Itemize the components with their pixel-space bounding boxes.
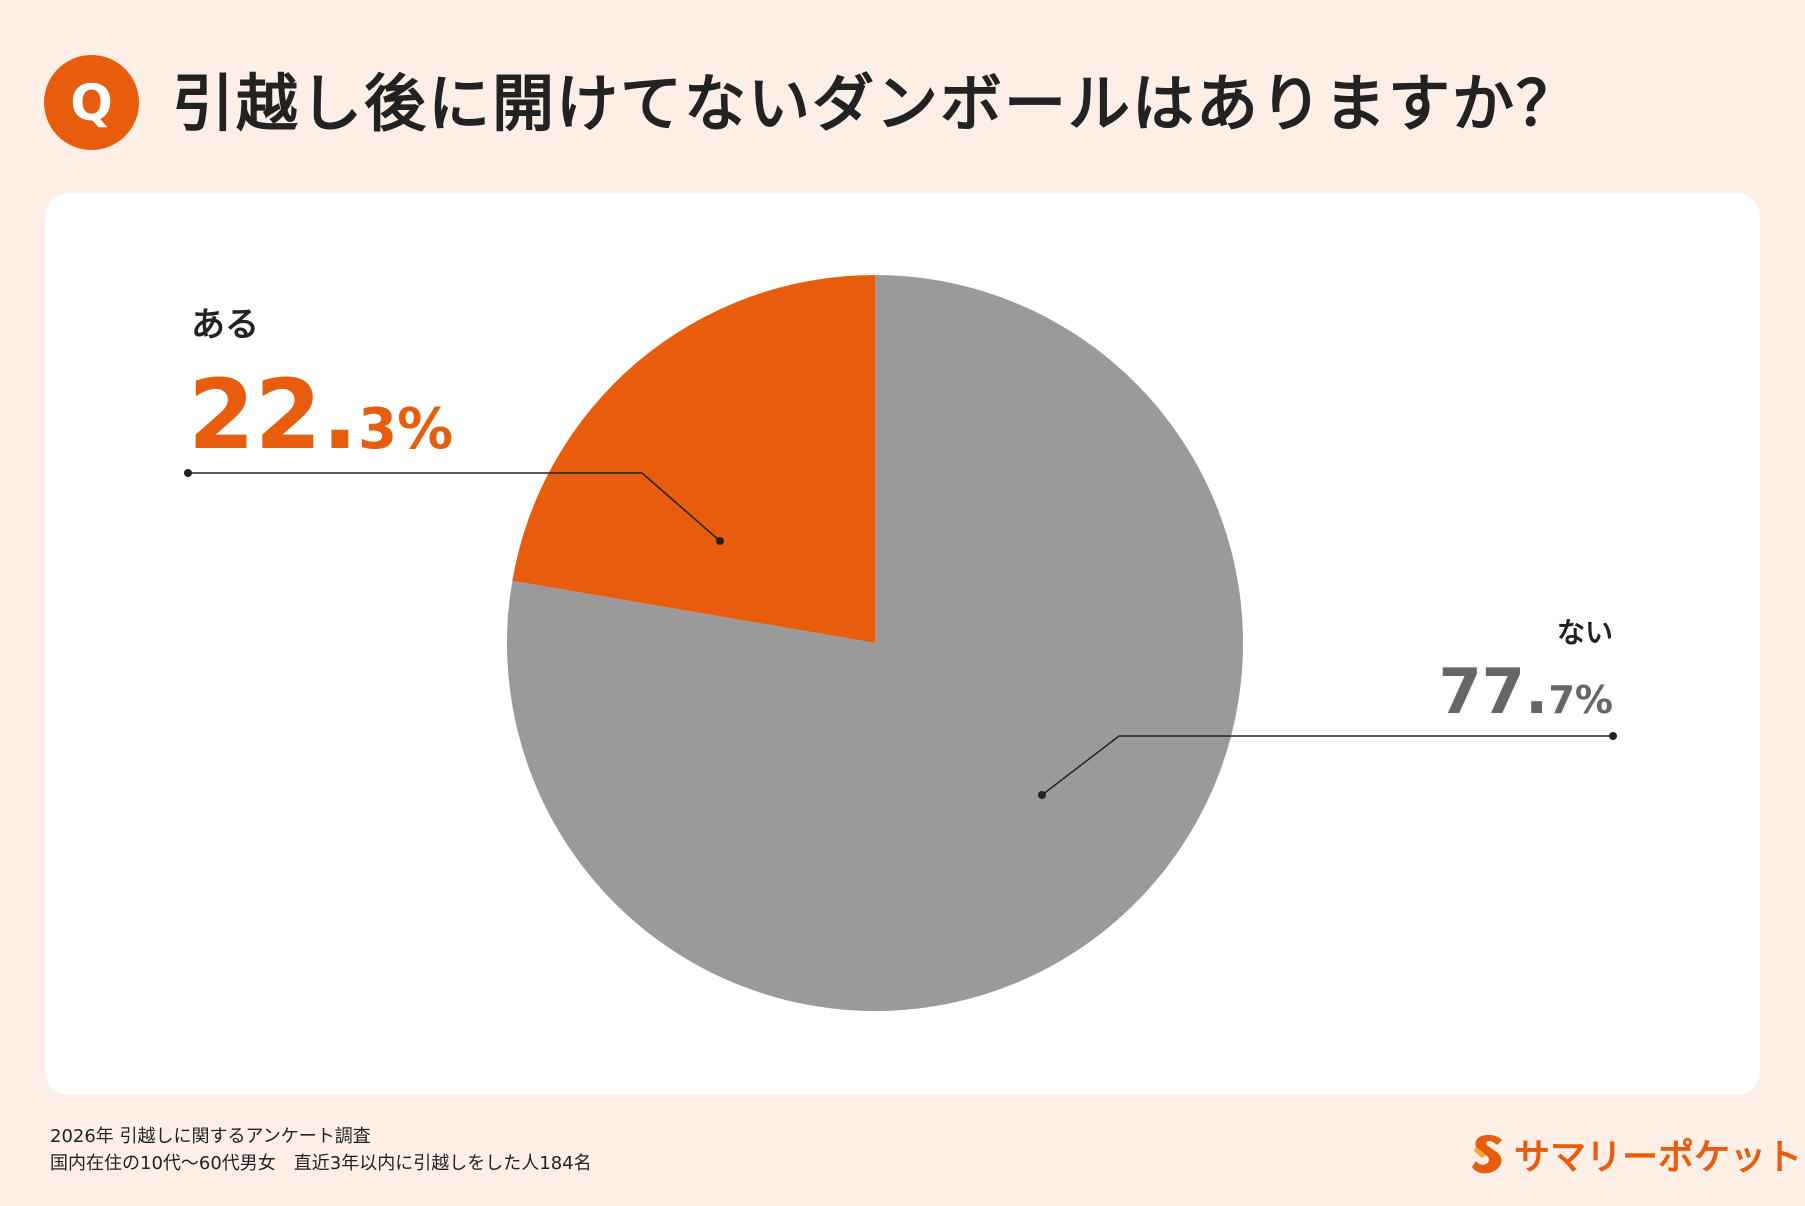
page-title: 引越し後に開けてないダンボールはありますか？ [172, 67, 1581, 140]
brand-logo: サマリーポケット [1470, 1128, 1802, 1180]
chart-card: ある 22.3% ない 77.7% [45, 193, 1760, 1095]
pie-slice-aru [512, 275, 875, 643]
survey-note: 2026年 引越しに関するアンケート調査 国内在住の10代〜60代男女 直近3年… [50, 1123, 592, 1177]
leader-dot-nai-start [1609, 732, 1617, 740]
leader-line-aru [188, 472, 721, 542]
s-logo-icon [1472, 1135, 1502, 1174]
leader-dot-aru-end [716, 537, 724, 545]
question-badge: Q [44, 55, 139, 150]
slice-value-aru-dec: 3% [358, 397, 453, 462]
slice-value-nai: 77.7% [1439, 655, 1613, 728]
survey-note-line-1: 2026年 引越しに関するアンケート調査 [50, 1126, 371, 1147]
slice-label-aru: ある [191, 305, 259, 345]
leader-line-nai [1041, 735, 1613, 796]
leader-dot-nai-end [1038, 791, 1046, 799]
slice-value-aru-int: 22. [188, 359, 358, 471]
pie-chart: ある 22.3% ない 77.7% [184, 275, 1617, 1011]
brand-name: サマリーポケット [1514, 1137, 1803, 1178]
slice-label-nai: ない [1557, 616, 1613, 649]
question-badge-letter: Q [70, 73, 113, 132]
leader-dot-aru-start [184, 469, 192, 477]
survey-note-line-2: 国内在住の10代〜60代男女 直近3年以内に引越しをした人184名 [50, 1153, 592, 1174]
slice-value-nai-int: 77. [1439, 655, 1549, 728]
slice-value-nai-dec: 7% [1548, 678, 1613, 722]
slice-value-aru: 22.3% [188, 359, 453, 471]
pie-slice-nai [507, 275, 1243, 1011]
